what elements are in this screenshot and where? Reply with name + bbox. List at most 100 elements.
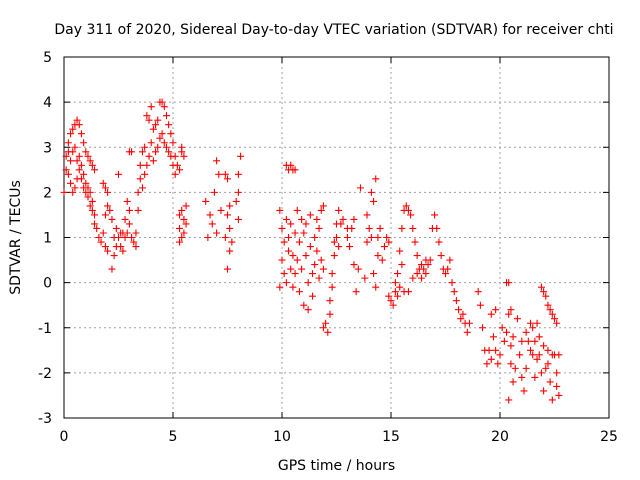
data-point <box>548 396 556 404</box>
data-point <box>544 346 552 354</box>
data-point <box>178 143 186 151</box>
data-point <box>378 256 386 264</box>
data-point <box>121 234 129 241</box>
data-point <box>396 247 404 255</box>
data-point <box>73 157 81 165</box>
data-point <box>112 224 120 232</box>
data-point <box>424 261 432 269</box>
data-point <box>141 170 149 178</box>
data-point <box>132 229 140 237</box>
data-point <box>553 319 561 327</box>
data-point <box>86 188 94 196</box>
data-point <box>420 265 428 273</box>
data-points <box>60 98 563 404</box>
data-point <box>537 369 545 377</box>
data-point <box>293 206 301 214</box>
data-point <box>313 215 321 223</box>
data-point <box>202 197 210 205</box>
data-point <box>62 152 70 160</box>
data-point <box>398 261 406 269</box>
data-point <box>182 220 190 228</box>
data-point <box>278 256 286 264</box>
data-point <box>101 243 109 251</box>
data-point <box>136 175 144 183</box>
data-point <box>152 148 160 156</box>
data-point <box>479 324 487 332</box>
data-point <box>221 170 229 178</box>
data-point <box>548 310 556 318</box>
data-point <box>182 202 190 210</box>
data-point <box>73 116 81 124</box>
data-point <box>374 252 382 260</box>
data-point <box>437 252 445 260</box>
data-point <box>104 188 112 196</box>
data-point <box>138 184 146 192</box>
data-point <box>280 238 288 246</box>
data-point <box>492 346 500 354</box>
data-point <box>152 121 160 129</box>
data-point <box>387 297 395 305</box>
data-point <box>304 306 312 314</box>
data-point <box>524 337 532 345</box>
data-point <box>134 206 142 214</box>
data-point <box>141 143 149 151</box>
data-point <box>147 139 155 147</box>
y-tick-label: 1 <box>43 231 52 247</box>
data-point <box>176 166 184 174</box>
data-point <box>413 252 421 260</box>
data-point <box>226 202 234 210</box>
data-point <box>315 224 323 232</box>
y-axis-label: SDTVAR / TECUs <box>8 180 24 295</box>
data-point <box>276 206 284 214</box>
data-point <box>391 279 399 287</box>
data-point <box>409 274 417 282</box>
data-point <box>128 148 136 156</box>
data-point <box>110 252 118 260</box>
data-point <box>448 279 456 287</box>
data-point <box>306 243 314 251</box>
data-point <box>370 270 378 278</box>
data-point <box>123 229 131 237</box>
data-point <box>509 333 517 341</box>
data-point <box>511 364 519 372</box>
data-point <box>322 319 330 327</box>
data-point <box>99 229 107 237</box>
data-point <box>385 292 393 300</box>
data-point <box>210 188 218 196</box>
y-tick-label: 5 <box>43 50 52 66</box>
data-point <box>474 288 482 296</box>
data-point <box>123 197 131 205</box>
data-point <box>226 224 234 232</box>
data-point <box>402 202 410 210</box>
data-point <box>125 220 133 228</box>
data-point <box>285 234 293 241</box>
data-point <box>498 324 506 332</box>
data-point <box>518 337 526 345</box>
data-point <box>104 202 112 210</box>
data-point <box>77 130 85 138</box>
data-point <box>544 301 552 309</box>
data-point <box>289 252 297 260</box>
data-point <box>435 238 443 246</box>
data-point <box>335 243 343 251</box>
data-point <box>422 270 430 278</box>
y-tick-label: 4 <box>43 95 52 111</box>
data-point <box>298 265 306 273</box>
data-point <box>158 130 166 138</box>
data-point <box>302 220 310 228</box>
data-point <box>234 188 242 196</box>
data-point <box>376 224 384 232</box>
y-tick-label: -1 <box>38 321 52 337</box>
data-point <box>91 211 99 219</box>
data-point <box>60 188 68 196</box>
data-point <box>324 328 332 336</box>
data-point <box>328 283 336 291</box>
data-point <box>487 310 495 318</box>
y-tick-label: 2 <box>43 185 52 201</box>
data-point <box>509 378 517 386</box>
data-point <box>145 116 153 124</box>
y-tick-label: -2 <box>38 366 52 382</box>
data-point <box>106 206 114 214</box>
data-point <box>326 310 334 318</box>
data-point <box>533 319 541 327</box>
